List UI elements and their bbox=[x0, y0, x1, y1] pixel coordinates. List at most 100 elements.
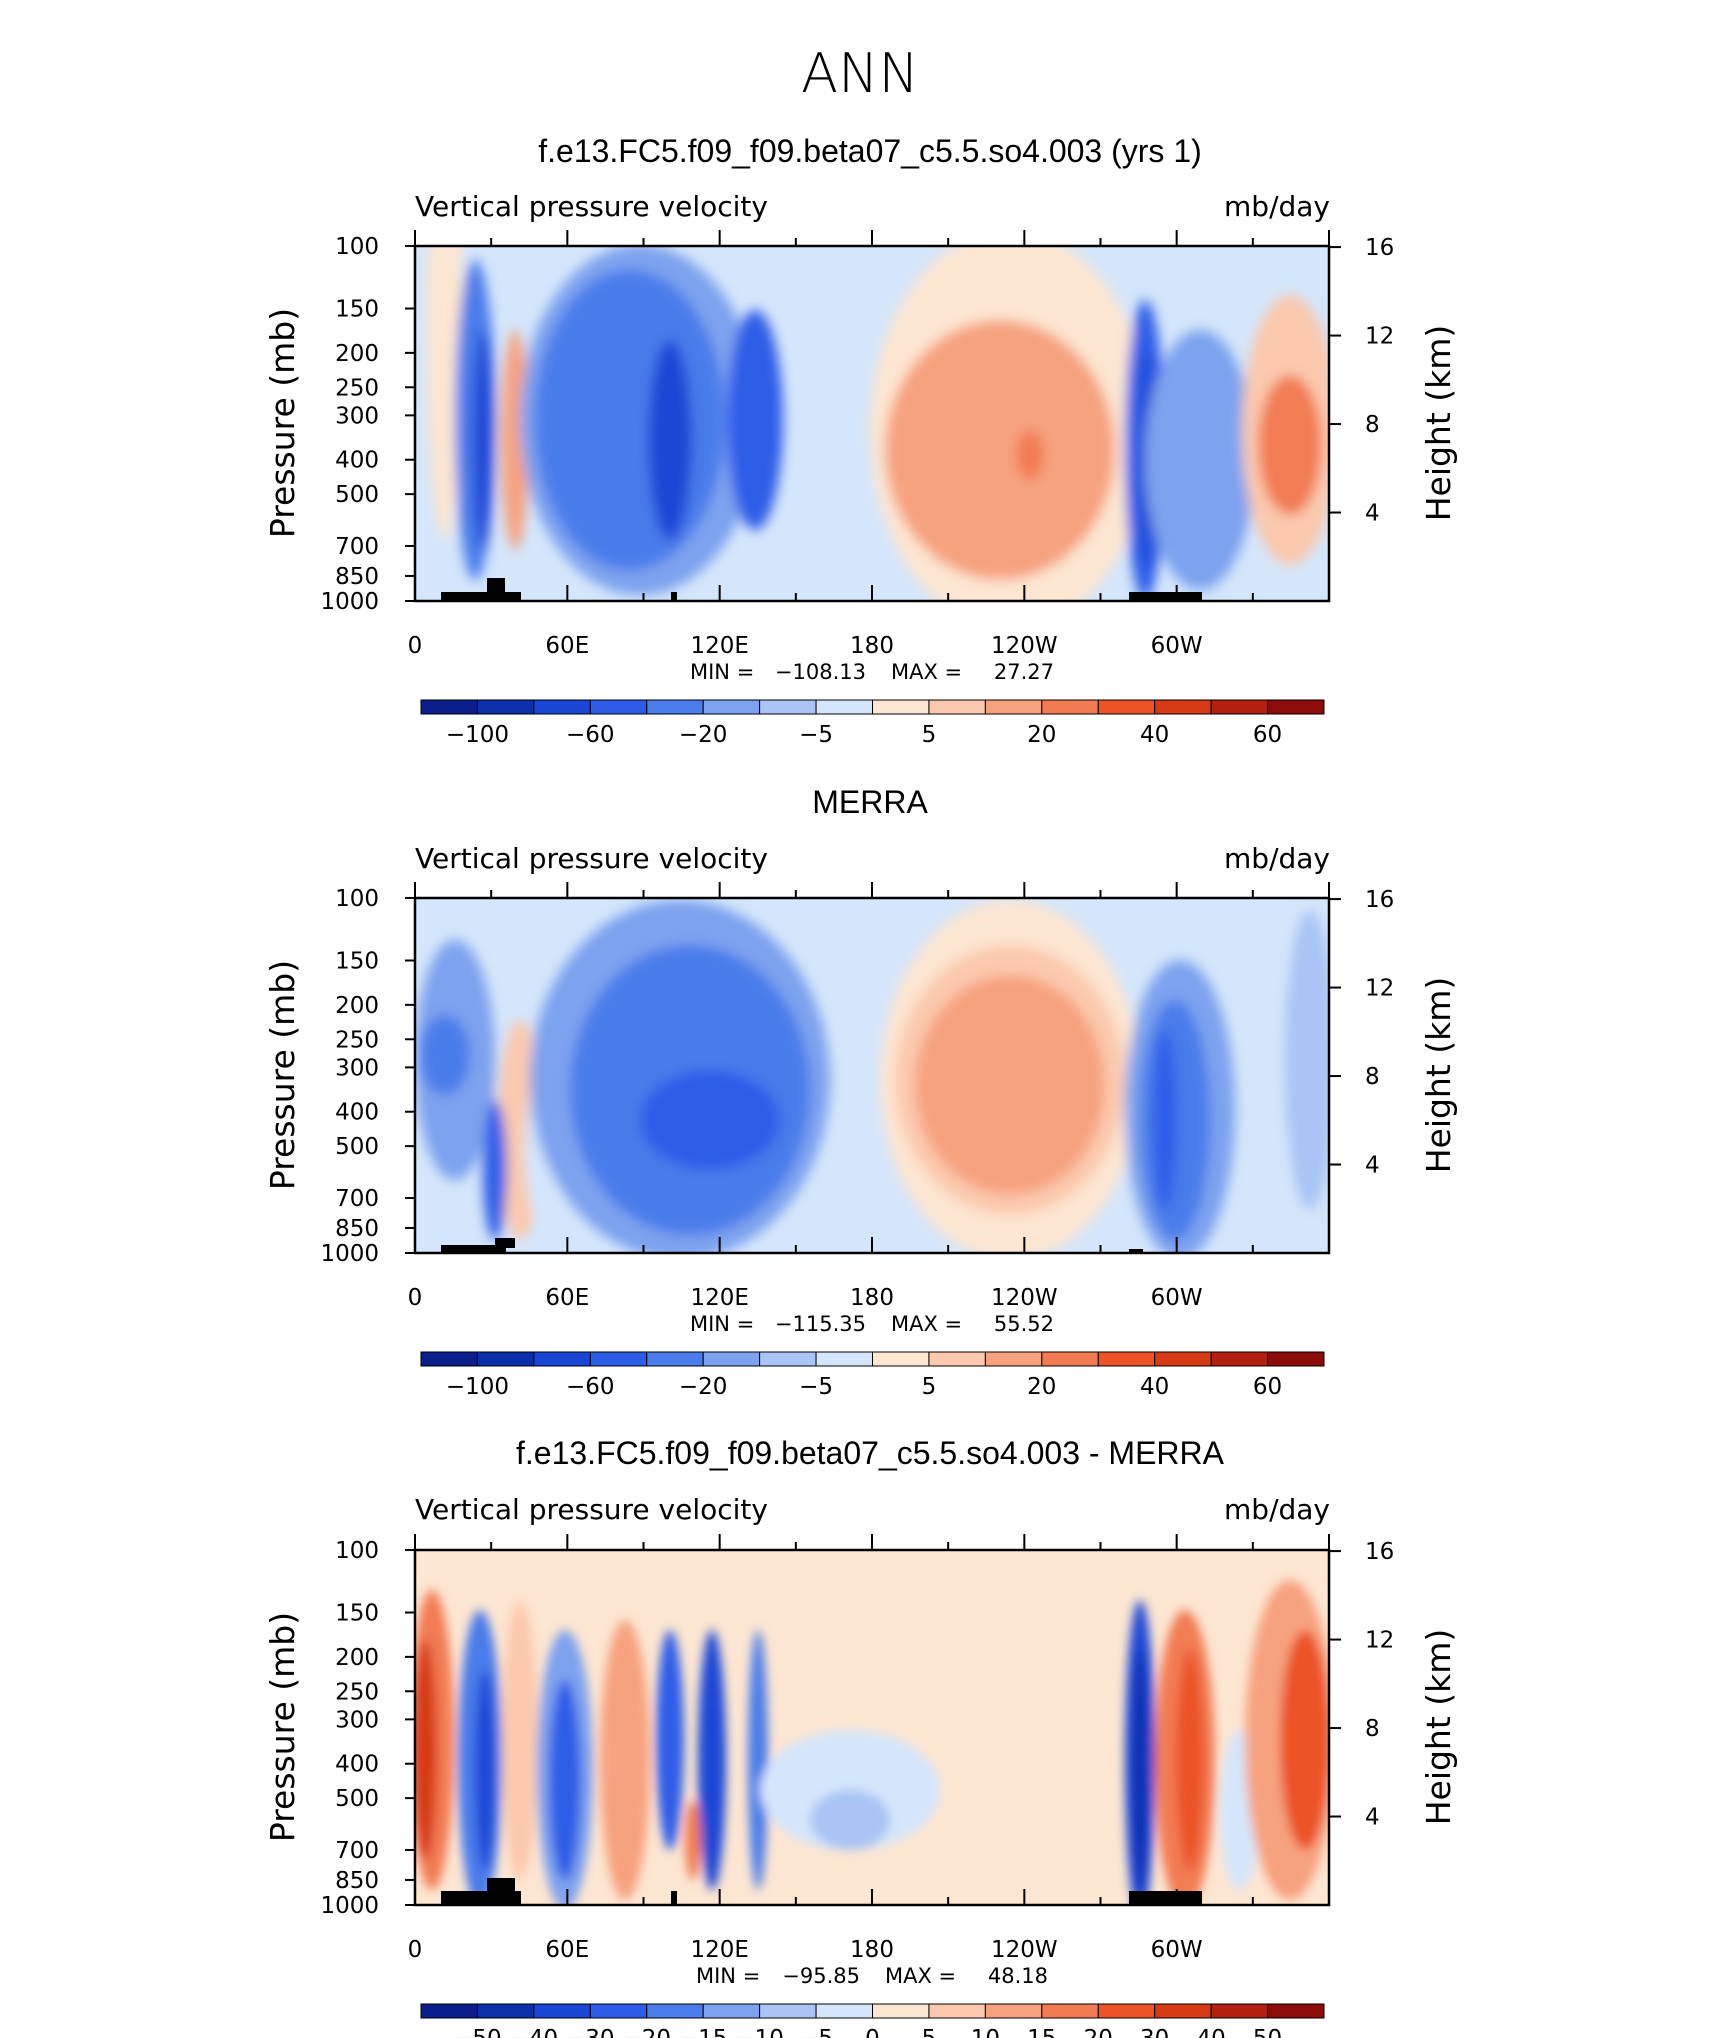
height-tick-label: 12 bbox=[1365, 1628, 1394, 1654]
colorbar-swatch bbox=[759, 699, 817, 715]
colorbar-label: 40 bbox=[1196, 2026, 1225, 2038]
colorbar-swatch bbox=[1210, 2003, 1269, 2019]
colorbar-swatch bbox=[589, 699, 648, 715]
colorbar-swatch bbox=[646, 1351, 704, 1367]
lon-tick-label: 180 bbox=[850, 1285, 894, 1311]
pressure-tick-label: 1000 bbox=[320, 1893, 379, 1919]
longitude-axis: 0 60E 120E 180 120W 60W bbox=[408, 882, 1330, 1311]
y-axis-label-left: Pressure (mb) bbox=[263, 960, 302, 1190]
colorbar-swatch bbox=[1267, 1351, 1325, 1367]
figure-title: ANN bbox=[801, 42, 919, 105]
colorbar-swatch bbox=[702, 1351, 761, 1367]
colorbar-swatch bbox=[1097, 699, 1156, 715]
height-tick-label: 4 bbox=[1365, 501, 1380, 527]
topography-mask bbox=[487, 578, 505, 592]
colorbar-swatch bbox=[1154, 1351, 1212, 1367]
lon-tick-label: 0 bbox=[408, 1285, 423, 1311]
topography-mask bbox=[671, 1891, 677, 1904]
colorbar-swatch bbox=[1267, 2003, 1325, 2019]
lon-tick-label: 60E bbox=[545, 1285, 589, 1311]
height-tick-label: 4 bbox=[1365, 1805, 1380, 1831]
colorbar-swatch bbox=[815, 2003, 873, 2019]
variable-label: Vertical pressure velocity bbox=[415, 1493, 768, 1526]
y-axis-label-left: Pressure (mb) bbox=[263, 1612, 302, 1842]
colorbar-label: −5 bbox=[799, 1374, 833, 1400]
height-tick-label: 16 bbox=[1365, 235, 1394, 261]
pressure-tick-label: 700 bbox=[335, 534, 379, 560]
panel-1: f.e13.FC5.f09_f09.beta07_c5.5.so4.003 (y… bbox=[263, 133, 1458, 748]
colorbar-swatch bbox=[1154, 2003, 1212, 2019]
colorbar-label: −10 bbox=[735, 2026, 784, 2038]
colorbar-label: 60 bbox=[1253, 1374, 1282, 1400]
colorbar-label: −60 bbox=[566, 722, 615, 748]
lon-tick-label: 180 bbox=[850, 633, 894, 659]
pressure-tick-label: 500 bbox=[335, 1134, 379, 1160]
colorbar-swatch bbox=[872, 2003, 930, 2019]
max-value: 48.18 bbox=[988, 1964, 1048, 1988]
panel-title: MERRA bbox=[812, 784, 928, 820]
pressure-tick-label: 1000 bbox=[320, 589, 379, 615]
colorbar-swatch bbox=[476, 699, 535, 715]
colorbar: −100 −60 −20 −5 5 20 40 60 bbox=[420, 1351, 1325, 1400]
colorbar-swatch bbox=[420, 1351, 478, 1367]
colorbar-swatch bbox=[420, 699, 478, 715]
lon-tick-label: 120E bbox=[690, 1285, 748, 1311]
height-tick-label: 8 bbox=[1365, 1716, 1380, 1742]
colorbar-swatch bbox=[984, 699, 1043, 715]
colorbar-label: −40 bbox=[510, 2026, 559, 2038]
pressure-tick-label: 300 bbox=[335, 1055, 379, 1081]
colorbar-label: 60 bbox=[1253, 722, 1282, 748]
height-tick-label: 8 bbox=[1365, 1064, 1380, 1090]
min-value: −108.13 bbox=[775, 660, 866, 684]
colorbar-swatch bbox=[646, 699, 704, 715]
colorbar-label: −60 bbox=[566, 1374, 615, 1400]
colorbar-swatch bbox=[589, 1351, 648, 1367]
colorbar-label: 15 bbox=[1027, 2026, 1056, 2038]
pressure-tick-label: 400 bbox=[335, 1752, 379, 1778]
min-value: −115.35 bbox=[775, 1312, 866, 1336]
colorbar-label: 40 bbox=[1140, 1374, 1169, 1400]
contour-field bbox=[427, 246, 1329, 601]
colorbar-swatch bbox=[646, 2003, 704, 2019]
lon-tick-label: 120W bbox=[991, 633, 1058, 659]
pressure-tick-label: 850 bbox=[335, 564, 379, 590]
pressure-tick-label: 250 bbox=[335, 1679, 379, 1705]
units-label: mb/day bbox=[1224, 190, 1330, 223]
colorbar-swatch bbox=[1210, 699, 1269, 715]
lon-tick-label: 120E bbox=[690, 633, 748, 659]
y-axis-label-left: Pressure (mb) bbox=[263, 308, 302, 538]
pressure-tick-label: 100 bbox=[335, 234, 379, 260]
panel-title: f.e13.FC5.f09_f09.beta07_c5.5.so4.003 - … bbox=[516, 1435, 1225, 1471]
colorbar-swatch bbox=[1210, 1351, 1269, 1367]
colorbar-swatch bbox=[815, 699, 873, 715]
topography-mask bbox=[441, 1245, 506, 1253]
pressure-tick-label: 400 bbox=[335, 1100, 379, 1126]
lon-tick-label: 180 bbox=[850, 1937, 894, 1963]
pressure-tick-label: 850 bbox=[335, 1216, 379, 1242]
min-label: MIN = bbox=[696, 1964, 760, 1988]
lon-tick-label: 60E bbox=[545, 633, 589, 659]
colorbar: −100 −60 −20 −5 5 20 40 60 bbox=[420, 699, 1325, 748]
longitude-axis: 0 60E 120E 180 120W 60W bbox=[408, 1534, 1330, 1963]
colorbar-label: 40 bbox=[1140, 722, 1169, 748]
lon-tick-label: 0 bbox=[408, 1937, 423, 1963]
longitude-axis: 0 60E 120E 180 120W 60W bbox=[408, 230, 1330, 659]
height-tick-label: 8 bbox=[1365, 412, 1380, 438]
colorbar-swatch bbox=[476, 2003, 535, 2019]
height-tick-label: 16 bbox=[1365, 1539, 1394, 1565]
colorbar-swatch bbox=[759, 2003, 817, 2019]
topography-mask bbox=[1129, 592, 1202, 601]
colorbar-swatch bbox=[589, 2003, 648, 2019]
colorbar-swatch bbox=[702, 2003, 761, 2019]
lon-tick-label: 120W bbox=[991, 1285, 1058, 1311]
colorbar-label: −50 bbox=[453, 2026, 502, 2038]
min-value: −95.85 bbox=[782, 1964, 860, 1988]
pressure-tick-label: 400 bbox=[335, 448, 379, 474]
colorbar-swatch bbox=[759, 1351, 817, 1367]
y-axis-label-right: Height (km) bbox=[1419, 977, 1458, 1174]
pressure-tick-label: 200 bbox=[335, 993, 379, 1019]
panel-title: f.e13.FC5.f09_f09.beta07_c5.5.so4.003 (y… bbox=[538, 133, 1202, 169]
colorbar-swatch bbox=[702, 699, 761, 715]
pressure-tick-label: 500 bbox=[335, 1786, 379, 1812]
